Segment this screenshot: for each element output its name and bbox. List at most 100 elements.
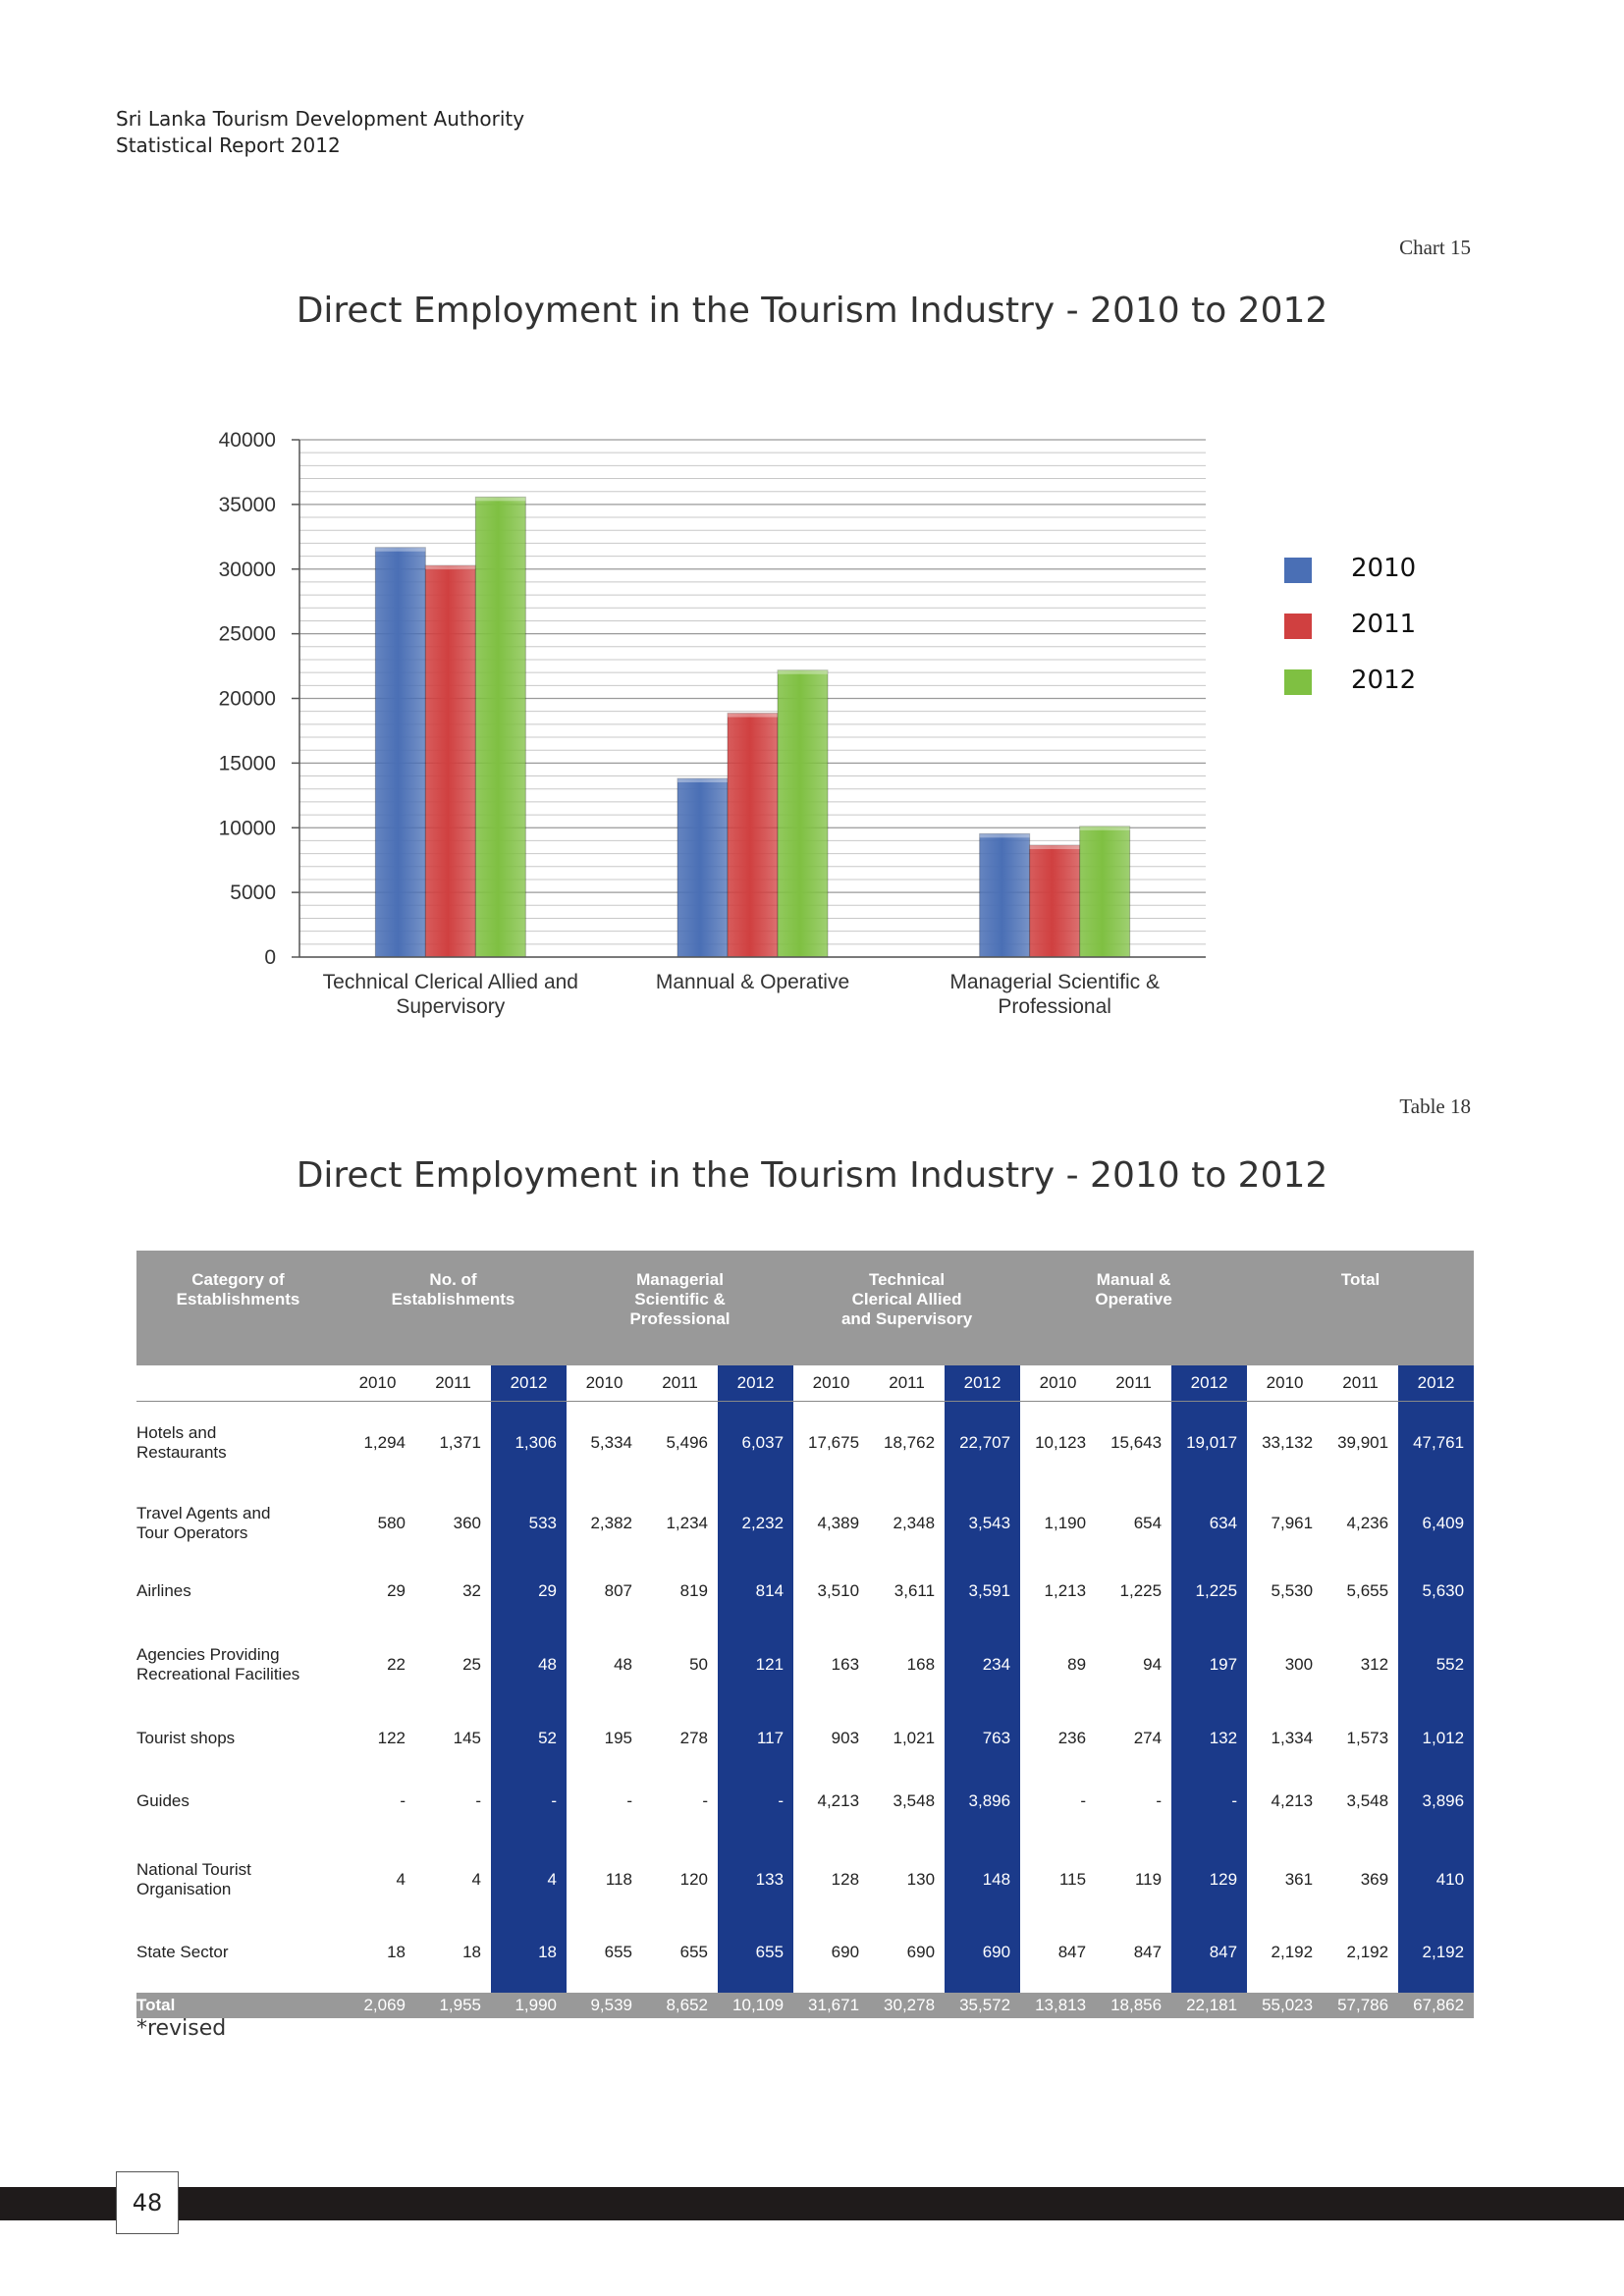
year-header: 2011: [435, 1373, 471, 1392]
year-header: 2010: [812, 1373, 850, 1392]
y-tick-label: 20000: [219, 688, 276, 711]
year-header: 2011: [662, 1373, 698, 1392]
group-header-line: Technical: [868, 1270, 946, 1289]
y-tick-label: 0: [264, 946, 276, 969]
value-cell: -: [718, 1767, 794, 1836]
bar-2011-cat-0: [424, 564, 476, 958]
employment-table-wrapper: Category of Establishments No. of Establish…: [136, 1251, 1475, 2018]
total-value-cell: 10,109: [718, 1993, 794, 2018]
group-header-line: Manual &: [1096, 1270, 1171, 1289]
table-title: Direct Employment in the Tourism Industr…: [296, 1155, 1328, 1196]
value-cell: 2,192: [1271, 1943, 1314, 1961]
value-cell: 690: [945, 1924, 1021, 1981]
x-category-label: Mannual & Operative: [656, 971, 849, 993]
value-cell: 6,409: [1398, 1484, 1475, 1563]
value-cell: 22: [387, 1655, 406, 1674]
value-cell: 634: [1171, 1484, 1248, 1563]
report-header: Sri Lanka Tourism Development Authority …: [116, 106, 524, 159]
x-category-label: Technical Clerical Allied and: [323, 971, 578, 993]
value-cell: 10,123: [1035, 1433, 1087, 1452]
group-header: Category of Establishments: [136, 1251, 340, 1365]
value-cell: 1,573: [1346, 1729, 1389, 1747]
separator-cell: [136, 1401, 340, 1402]
total-row: Total 2,069 1,955 1,990 9,539 8,652 10,109 31,6…: [136, 1993, 1475, 2018]
value-cell: 4,389: [817, 1514, 860, 1532]
value-cell: 4,213: [1271, 1791, 1314, 1810]
category-line: Guides: [136, 1791, 189, 1810]
value-cell: 4: [396, 1870, 406, 1889]
page-number: 48: [116, 2171, 179, 2234]
chart-title: Direct Employment in the Tourism Industr…: [296, 291, 1328, 331]
value-cell: 17,675: [808, 1433, 860, 1452]
table-row: Tourist shops 122 145 52 195 278 117 903 1,021 76…: [136, 1710, 1475, 1767]
group-header-line: Total: [1340, 1270, 1380, 1289]
value-cell: 3,548: [1346, 1791, 1389, 1810]
value-cell: 18,762: [884, 1433, 936, 1452]
gap-cell: [1323, 1981, 1398, 1993]
group-header: Technical Clerical Allied and Supervisory: [793, 1251, 1021, 1365]
bar-highlight: [375, 547, 426, 552]
report-name: Statistical Report 2012: [116, 133, 341, 157]
value-cell: 3,543: [945, 1484, 1021, 1563]
x-category-label: Supervisory: [396, 995, 505, 1018]
value-cell: 236: [1057, 1729, 1087, 1747]
separator-cell: [415, 1401, 491, 1402]
separator-cell: [340, 1401, 415, 1402]
bar-highlight: [475, 497, 526, 502]
separator-cell: [642, 1401, 719, 1402]
bar-highlight: [425, 565, 476, 570]
separator-cell: [1247, 1401, 1324, 1402]
group-header-line: Scientific &: [634, 1290, 726, 1308]
total-value-cell: 1,990: [491, 1993, 568, 2018]
org-name: Sri Lanka Tourism Development Authority: [116, 107, 525, 131]
value-cell: 5,655: [1346, 1581, 1389, 1600]
value-cell: 300: [1284, 1655, 1314, 1674]
bar-highlight: [677, 778, 728, 783]
x-category-label: Professional: [998, 995, 1111, 1018]
bar-highlight: [979, 833, 1030, 838]
table-row: Travel Agents and Tour Operators 580 360 533…: [136, 1484, 1475, 1563]
group-header: Managerial Scientific & Professional: [567, 1251, 794, 1365]
value-cell: 903: [831, 1729, 860, 1747]
value-cell: 2,348: [893, 1514, 936, 1532]
year-header: 2011: [1342, 1373, 1379, 1392]
value-cell: 580: [377, 1514, 406, 1532]
y-tick-label: 40000: [219, 429, 276, 452]
gap-cell: [1020, 1981, 1096, 1993]
value-cell: 32: [462, 1581, 481, 1600]
value-cell: 132: [1171, 1710, 1248, 1767]
total-label: Total: [136, 1993, 340, 2018]
value-cell: 3,591: [945, 1563, 1021, 1620]
total-value-cell: 1,955: [415, 1993, 491, 2018]
value-cell: 690: [906, 1943, 936, 1961]
value-cell: 1,012: [1398, 1710, 1475, 1767]
total-value-cell: 2,069: [340, 1993, 415, 2018]
year-header: 2010: [585, 1373, 623, 1392]
total-value-cell: 8,652: [642, 1993, 719, 2018]
value-cell: 47,761: [1398, 1402, 1475, 1484]
category-cell: State Sector: [136, 1924, 340, 1981]
year-header: 2011: [1115, 1373, 1152, 1392]
bar-chart: 0 5000 10000 15000 20000 25000 30000 35000 40000…: [219, 429, 1206, 1018]
y-tick-label: 35000: [219, 494, 276, 516]
value-cell: 690: [831, 1943, 860, 1961]
value-cell: 94: [1143, 1655, 1163, 1674]
value-cell: 118: [605, 1870, 633, 1889]
separator-cell: [1398, 1401, 1475, 1402]
value-cell: 133: [718, 1836, 794, 1924]
value-cell: 278: [679, 1729, 709, 1747]
value-cell: 5,496: [666, 1433, 709, 1452]
total-value-cell: 57,786: [1323, 1993, 1399, 2018]
gap-cell: [793, 1981, 869, 1993]
value-cell: 807: [604, 1581, 633, 1600]
value-cell: 4,236: [1346, 1514, 1389, 1532]
category-line: Travel Agents and: [136, 1504, 271, 1522]
bar-2012-cat-2: [1079, 826, 1131, 958]
gap-cell: [415, 1981, 491, 1993]
value-cell: 763: [945, 1710, 1021, 1767]
value-cell: 5,530: [1271, 1581, 1314, 1600]
value-cell: 1,234: [666, 1514, 709, 1532]
group-header: Total: [1247, 1251, 1475, 1365]
value-cell: -: [702, 1791, 709, 1810]
gap-cell: [340, 1981, 415, 1993]
